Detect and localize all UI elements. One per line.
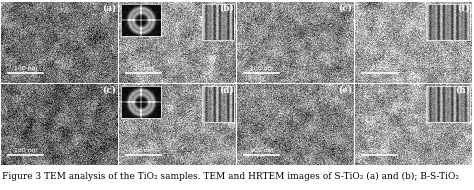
Text: (f): (f) (457, 4, 470, 13)
Text: 20 nm: 20 nm (370, 148, 390, 153)
Text: 20 nm: 20 nm (370, 66, 390, 71)
Text: 100 nm: 100 nm (14, 148, 37, 153)
Bar (202, 4, 234, 40)
Text: (e): (e) (338, 86, 352, 95)
Text: 20 nm: 20 nm (134, 66, 154, 71)
Text: 20 nm: 20 nm (134, 148, 154, 153)
Text: 100 nm: 100 nm (250, 148, 273, 153)
Bar (121, 86, 161, 118)
Text: 100 nm: 100 nm (250, 66, 273, 71)
Text: (b): (b) (219, 4, 234, 13)
Bar (121, 4, 161, 36)
Bar (426, 4, 470, 40)
Bar (202, 86, 234, 122)
Text: (d): (d) (219, 86, 234, 95)
Text: (h): (h) (455, 86, 470, 95)
Text: 100 nm: 100 nm (14, 66, 37, 71)
Text: (c): (c) (338, 4, 352, 13)
Text: Figure 3 TEM analysis of the TiO₂ samples. TEM and HRTEM images of S-TiO₂ (a) an: Figure 3 TEM analysis of the TiO₂ sample… (2, 172, 459, 181)
Text: (a): (a) (102, 4, 116, 13)
Bar (426, 86, 470, 122)
Text: (c): (c) (102, 86, 116, 95)
